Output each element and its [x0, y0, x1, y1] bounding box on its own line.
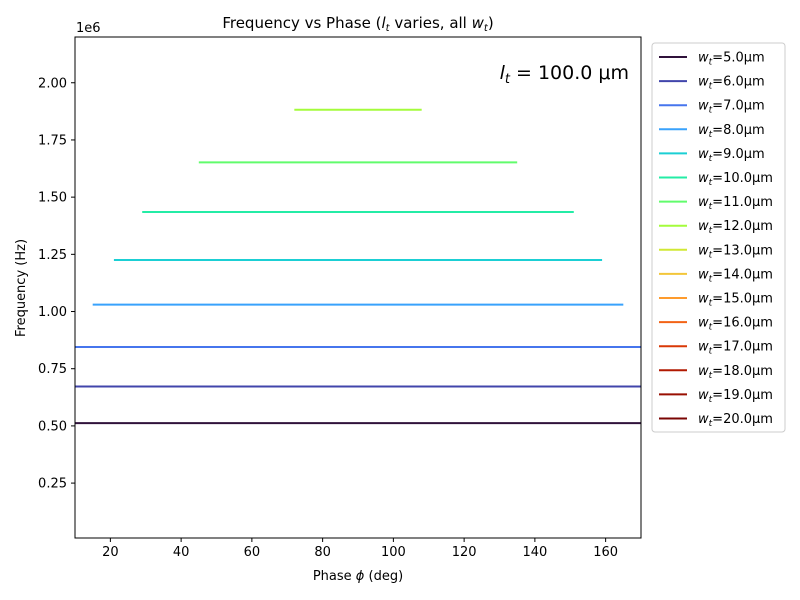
legend-label: wt=5.0μm [698, 51, 765, 68]
chart-title: Frequency vs Phase (lt varies, all wt) [222, 14, 493, 34]
y-offset-label: 1e6 [76, 21, 101, 36]
y-tick-label: 1.00 [38, 305, 67, 320]
legend-label: wt=11.0μm [698, 195, 773, 212]
x-tick-label: 20 [102, 545, 119, 560]
legend-label: wt=16.0μm [698, 316, 773, 333]
legend-label: wt=9.0μm [698, 147, 765, 164]
y-axis-title: Frequency (Hz) [14, 239, 29, 337]
y-tick-label: 1.75 [38, 133, 67, 148]
y-tick-label: 1.25 [38, 248, 67, 263]
legend-label: wt=12.0μm [698, 219, 773, 236]
legend-label: wt=17.0μm [698, 340, 773, 357]
plot-frame [74, 36, 642, 539]
x-tick-label: 160 [593, 545, 618, 560]
x-tick-label: 140 [522, 545, 547, 560]
legend-label: wt=7.0μm [698, 99, 765, 116]
y-axis: 0.25 0.50 0.75 1.00 1.25 1.50 1.75 2.00 [38, 76, 75, 492]
legend-label: wt=6.0μm [698, 75, 765, 92]
legend-label: wt=13.0μm [698, 243, 773, 260]
legend-label: wt=20.0μm [698, 412, 773, 429]
legend-frame [651, 42, 786, 433]
legend-label: wt=15.0μm [698, 292, 773, 309]
x-tick-label: 40 [173, 545, 190, 560]
legend-label: wt=8.0μm [698, 123, 765, 140]
legend-label: wt=14.0μm [698, 267, 773, 284]
y-tick-label: 0.75 [38, 362, 67, 377]
x-tick-label: 60 [244, 545, 261, 560]
length-annotation: lt = 100.0 μm [500, 62, 629, 87]
legend-label: wt=10.0μm [698, 171, 773, 188]
legend-label: wt=19.0μm [698, 388, 773, 405]
legend-label: wt=18.0μm [698, 364, 773, 381]
x-tick-label: 100 [381, 545, 406, 560]
x-axis-title: Phase ϕ (deg) [313, 569, 403, 584]
x-tick-label: 120 [452, 545, 477, 560]
x-tick-label: 80 [314, 545, 331, 560]
y-tick-label: 0.25 [38, 477, 67, 492]
series-layer [75, 108, 641, 425]
y-tick-label: 2.00 [38, 76, 67, 91]
y-tick-label: 1.50 [38, 191, 67, 206]
legend: wt=5.0μm wt=6.0μm wt=7.0μm wt=8.0μm wt=9.0μm… [651, 42, 786, 433]
y-tick-label: 0.50 [38, 419, 67, 434]
x-axis: 20 40 60 80 100 120 140 160 [102, 538, 618, 560]
